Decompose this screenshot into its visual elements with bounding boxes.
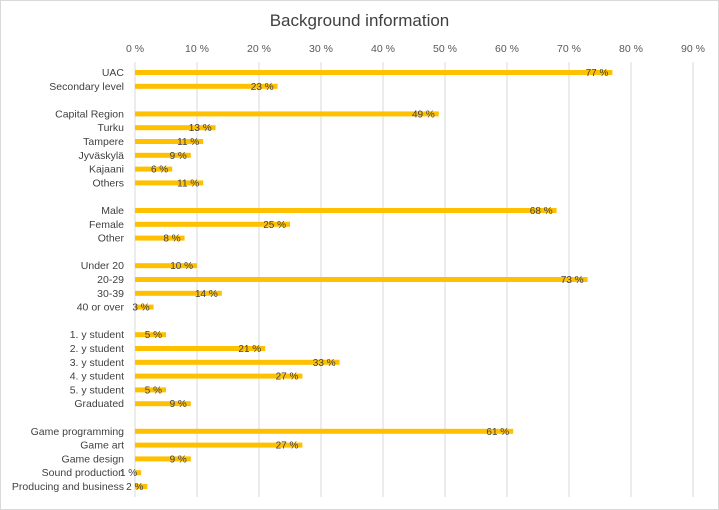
bar: [135, 290, 222, 296]
bar: [135, 442, 303, 448]
category-label: Tampere: [83, 136, 124, 148]
bar: [135, 332, 166, 338]
bar: [135, 373, 303, 379]
category-label: Others: [92, 177, 124, 189]
bar: [135, 221, 290, 227]
category-label: Turku: [98, 122, 125, 134]
bar: [135, 359, 340, 365]
x-tick-label: 60 %: [495, 43, 519, 55]
data-label: 33 %: [313, 358, 336, 369]
data-label: 73 %: [561, 275, 584, 286]
data-label: 27 %: [276, 441, 299, 452]
data-label: 13 %: [189, 123, 212, 134]
x-tick-label: 0 %: [126, 43, 144, 55]
category-label: Game programming: [31, 426, 125, 438]
category-label: Game art: [80, 440, 124, 452]
x-tick-label: 20 %: [247, 43, 271, 55]
x-tick-label: 70 %: [557, 43, 581, 55]
data-label: 61 %: [486, 427, 509, 438]
bar: [135, 152, 191, 158]
chart-title: Background information: [269, 11, 450, 30]
bar: [135, 208, 557, 213]
bar: [135, 456, 191, 462]
x-tick-label: 10 %: [185, 43, 209, 55]
bar: [135, 166, 173, 172]
data-label: 8 %: [163, 234, 180, 245]
data-label: 10 %: [170, 261, 193, 272]
category-label: 30-39: [97, 288, 124, 300]
data-label: 9 %: [170, 454, 187, 465]
x-tick-label: 80 %: [619, 43, 643, 55]
bar: [135, 401, 191, 407]
x-tick-label: 30 %: [309, 43, 333, 55]
category-label: Other: [98, 233, 125, 245]
data-label: 68 %: [530, 206, 553, 217]
category-label: 1. y student: [70, 329, 124, 341]
category-label: Kajaani: [89, 164, 124, 176]
data-label: 23 %: [251, 82, 274, 93]
data-label: 21 %: [238, 344, 261, 355]
bar: [135, 263, 197, 269]
category-label: 20-29: [97, 274, 124, 286]
bar: [135, 139, 204, 144]
bar: [135, 180, 204, 186]
category-label: 2. y student: [70, 343, 124, 355]
category-label: Sound production: [42, 467, 124, 479]
category-label: Graduated: [74, 398, 124, 410]
category-label: Secondary level: [49, 81, 124, 93]
category-label: Female: [89, 219, 124, 231]
data-label: 77 %: [586, 68, 609, 79]
bar: [135, 428, 514, 434]
category-label: Capital Region: [55, 108, 124, 120]
data-label: 27 %: [276, 372, 299, 383]
bar: [135, 484, 148, 489]
data-label: 25 %: [263, 220, 286, 231]
data-label: 9 %: [170, 151, 187, 162]
bar: [135, 304, 154, 310]
category-label: Game design: [62, 453, 125, 465]
data-label: 3 %: [132, 303, 149, 314]
bar: [135, 235, 185, 241]
x-tick-label: 90 %: [681, 43, 705, 55]
data-label: 1 %: [120, 468, 137, 479]
bar: [135, 387, 166, 393]
data-label: 9 %: [170, 399, 187, 410]
bar: [135, 70, 613, 75]
bar: [135, 277, 588, 282]
category-label: 40 or over: [77, 302, 125, 314]
bar: [135, 125, 216, 131]
bar: [135, 111, 439, 117]
category-label: Male: [101, 205, 124, 217]
data-label: 11 %: [177, 178, 199, 189]
data-label: 14 %: [195, 289, 218, 300]
category-label: Producing and business: [12, 481, 124, 493]
bar: [135, 83, 278, 89]
bar: [135, 346, 266, 351]
x-tick-label: 50 %: [433, 43, 457, 55]
data-label: 11 %: [177, 137, 199, 148]
x-tick-label: 40 %: [371, 43, 395, 55]
category-label: Jyväskylä: [78, 150, 124, 162]
data-label: 49 %: [412, 109, 435, 120]
category-label: 4. y student: [70, 371, 124, 383]
category-label: UAC: [102, 67, 125, 79]
data-label: 2 %: [126, 482, 143, 493]
bar: [135, 470, 142, 476]
data-label: 5 %: [145, 330, 162, 341]
category-label: Under 20: [81, 260, 124, 272]
category-label: 5. y student: [70, 384, 124, 396]
category-label: 3. y student: [70, 357, 124, 369]
data-label: 5 %: [145, 385, 162, 396]
data-label: 6 %: [151, 165, 168, 176]
